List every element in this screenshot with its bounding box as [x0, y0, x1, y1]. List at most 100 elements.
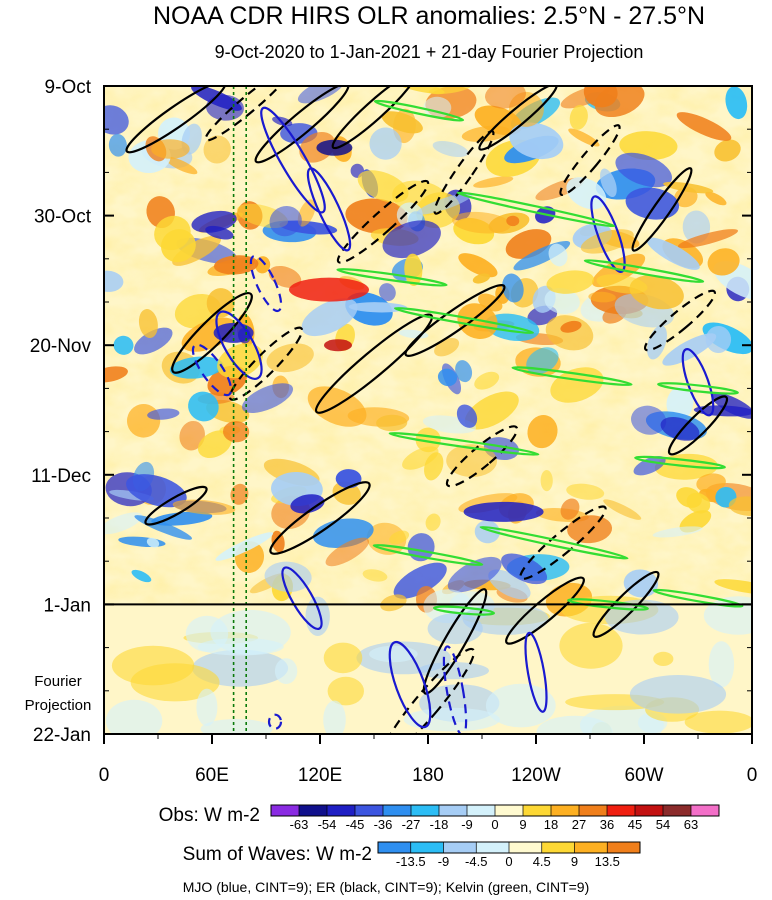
- anomaly-patch: [134, 515, 192, 540]
- er-contour: [505, 576, 585, 645]
- x-tick-label: 60E: [195, 765, 229, 786]
- anomaly-patch: [403, 707, 500, 732]
- anomaly-patch: [289, 277, 369, 302]
- anomaly-patch: [254, 256, 271, 274]
- anomaly-patch: [580, 229, 634, 254]
- colorbar-tick-label: 9: [519, 817, 526, 832]
- anomaly-patch: [457, 303, 498, 339]
- anomaly-patch: [185, 615, 229, 652]
- anomaly-field: [104, 86, 752, 734]
- chart-subtitle: 9-Oct-2020 to 1-Jan-2021 + 21-day Fourie…: [215, 42, 644, 62]
- mjo-contour: [388, 640, 432, 729]
- colorbar-swatch: [574, 842, 608, 853]
- projection-label-line2: Projection: [25, 697, 92, 714]
- er-contour: [314, 313, 434, 414]
- anomaly-patch: [544, 288, 580, 314]
- er-contour: [228, 326, 304, 401]
- anomaly-patch: [663, 181, 714, 194]
- colorbar-swatch: [299, 805, 328, 816]
- contour-legend: MJO (blue, CINT=9); ER (black, CINT=9); …: [183, 879, 590, 895]
- anomaly-patch: [506, 215, 520, 227]
- anomaly-patch: [165, 156, 198, 175]
- anomaly-patch: [134, 327, 173, 355]
- anomaly-patch: [437, 368, 458, 387]
- anomaly-patch: [191, 210, 237, 233]
- anomaly-patch: [230, 483, 249, 505]
- anomaly-patch: [540, 470, 553, 492]
- anomaly-patch: [345, 198, 408, 234]
- colorbar-tick-label: -54: [318, 817, 337, 832]
- anomaly-patch: [652, 526, 703, 538]
- anomaly-patch: [447, 556, 502, 593]
- er-contour: [125, 86, 227, 154]
- anomaly-patch: [472, 273, 490, 284]
- colorbar-swatch: [410, 842, 444, 853]
- x-tick-label: 0: [99, 765, 110, 786]
- anomaly-patch: [389, 530, 410, 545]
- mjo-contour: [306, 167, 352, 252]
- colorbar-swatch: [551, 805, 580, 816]
- colorbar-tick-label: 45: [628, 817, 642, 832]
- anomaly-patch: [725, 86, 748, 120]
- anomaly-patch: [416, 192, 473, 215]
- anomaly-patch: [714, 139, 741, 162]
- er-contour: [204, 86, 292, 142]
- anomaly-patch: [378, 283, 396, 302]
- anomaly-patch: [104, 512, 143, 535]
- anomaly-patch: [138, 309, 158, 338]
- anomaly-patch: [108, 133, 127, 157]
- anomaly-patch: [588, 291, 616, 303]
- colorbar-swatch: [495, 805, 524, 816]
- anomaly-patch: [458, 253, 498, 278]
- anomaly-patch: [485, 683, 556, 728]
- anomaly-patch: [631, 405, 667, 435]
- kelvin-contour: [336, 267, 448, 287]
- mjo-contour: [281, 566, 323, 631]
- anomaly-patch: [464, 391, 519, 430]
- kelvin-contour: [479, 525, 629, 560]
- colorbar-tick-label: 18: [544, 817, 558, 832]
- anomaly-patch: [325, 537, 370, 567]
- anomaly-patch: [172, 499, 236, 515]
- anomaly-patch: [646, 237, 700, 270]
- er-contour: [519, 505, 607, 580]
- anomaly-patch: [215, 532, 274, 561]
- anomaly-patch: [653, 651, 674, 667]
- kelvin-contour: [393, 306, 535, 335]
- er-contour: [269, 481, 371, 555]
- anomaly-patch: [264, 561, 312, 592]
- anomaly-patch: [600, 168, 617, 198]
- anomaly-patch: [381, 111, 423, 134]
- anomaly-patch: [111, 645, 195, 686]
- anomaly-patch: [684, 710, 752, 734]
- anomaly-patch: [324, 339, 352, 352]
- wave-contours: [125, 86, 744, 734]
- anomaly-patch: [633, 456, 666, 476]
- anomaly-patch: [217, 343, 263, 379]
- y-tick-label: 9-Oct: [45, 77, 92, 98]
- kelvin-contour: [583, 259, 705, 284]
- kelvin-contour: [634, 455, 726, 470]
- anomaly-patch: [271, 530, 285, 553]
- anomaly-patch: [696, 473, 726, 493]
- anomaly-patch: [452, 211, 511, 234]
- colorbar-tick-label: 27: [572, 817, 586, 832]
- y-tick-label: 1-Jan: [43, 595, 91, 616]
- y-axis: 9-Oct 30-Oct 20-Nov 11-Dec 1-Jan 22-Jan …: [25, 77, 92, 746]
- colorbar-tick-label: 0: [505, 854, 512, 869]
- anomaly-patch: [425, 513, 441, 531]
- anomaly-patch: [473, 176, 514, 188]
- anomaly-patch: [213, 255, 259, 275]
- anomaly-patch: [432, 140, 469, 158]
- colorbar-tick-label: -18: [430, 817, 449, 832]
- colorbar-tick-label: 63: [684, 817, 698, 832]
- anomaly-patch: [269, 205, 302, 237]
- obs-colorbar: Obs: W m-2 -63 -54 -45 -36 -27 -18 -9 0 9 18 27 36 4…: [159, 804, 720, 832]
- anomaly-patch: [603, 499, 642, 520]
- colorbar-swatch: [509, 842, 543, 853]
- anomaly-patch: [200, 719, 273, 734]
- y-tick-label: 22-Jan: [33, 725, 91, 746]
- kelvin-contour: [567, 598, 649, 611]
- mjo-contour: [260, 106, 326, 214]
